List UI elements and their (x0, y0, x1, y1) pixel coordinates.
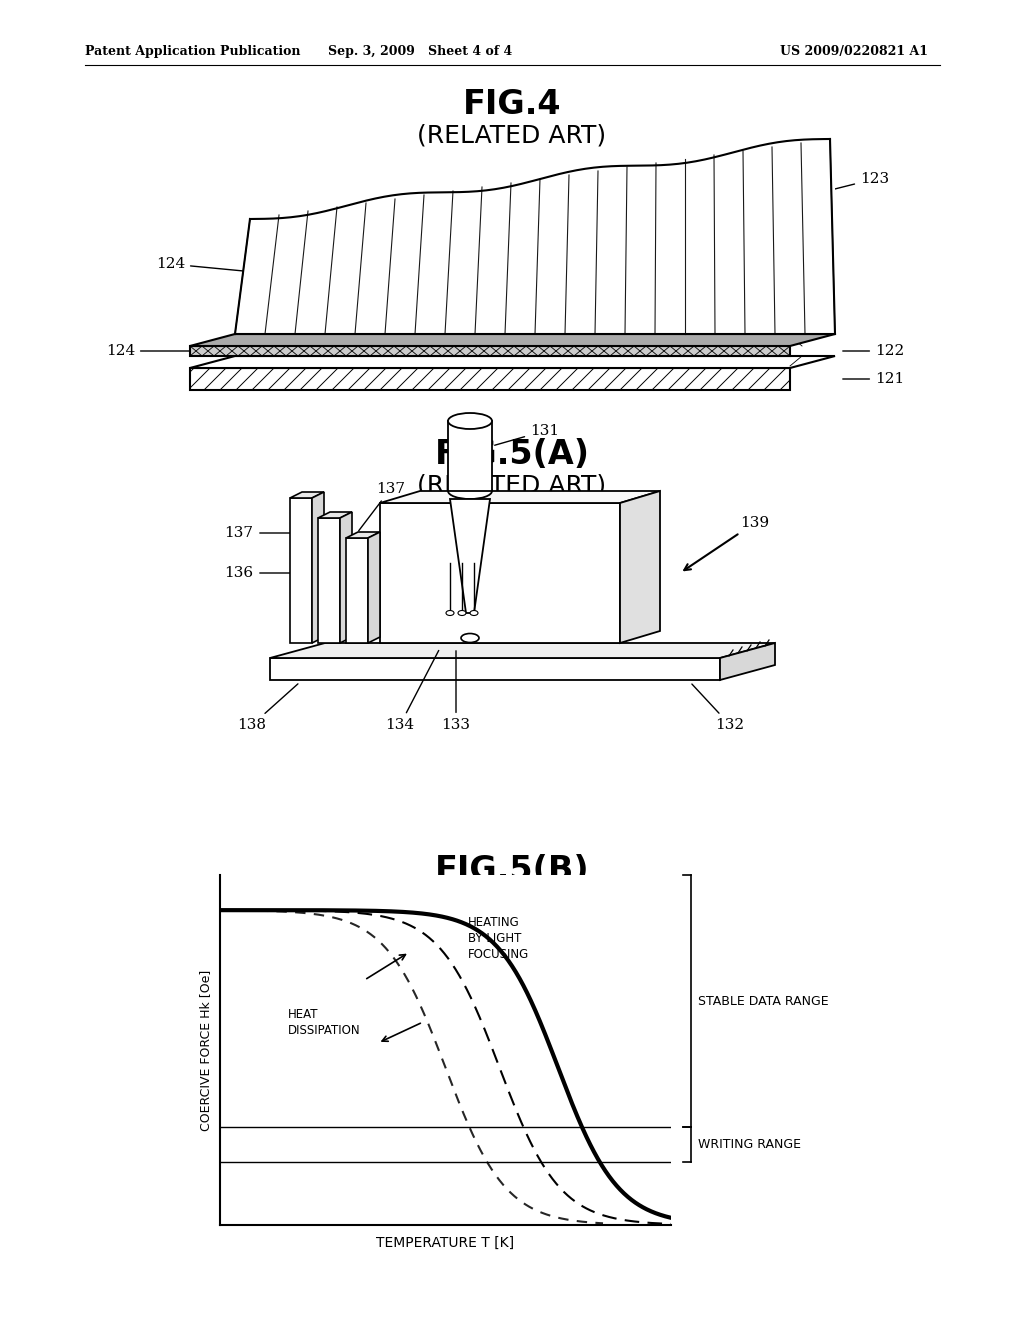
Text: (RELATED ART): (RELATED ART) (418, 888, 606, 912)
Polygon shape (234, 139, 835, 334)
Text: 133: 133 (441, 651, 470, 733)
Ellipse shape (470, 610, 478, 615)
Text: HEAT
DISSIPATION: HEAT DISSIPATION (288, 1007, 360, 1036)
Polygon shape (190, 346, 790, 356)
Polygon shape (346, 539, 368, 643)
Polygon shape (190, 356, 835, 368)
Text: 136: 136 (224, 566, 253, 579)
Polygon shape (620, 491, 660, 643)
Text: 122: 122 (843, 345, 904, 358)
Text: 139: 139 (684, 516, 769, 570)
Bar (449, 421, 492, 491)
Polygon shape (190, 334, 835, 346)
Text: FIG.5(B): FIG.5(B) (434, 854, 590, 887)
Text: (RELATED ART): (RELATED ART) (418, 123, 606, 147)
Text: FIG.4: FIG.4 (463, 88, 561, 121)
Text: 136: 136 (386, 510, 458, 531)
Text: 137: 137 (358, 482, 406, 531)
Text: US 2009/0220821 A1: US 2009/0220821 A1 (780, 45, 928, 58)
Polygon shape (346, 532, 380, 539)
Polygon shape (380, 503, 620, 643)
Y-axis label: COERCIVE FORCE Hk [Oe]: COERCIVE FORCE Hk [Oe] (199, 969, 212, 1131)
Polygon shape (190, 368, 790, 389)
Polygon shape (312, 492, 324, 643)
Text: Patent Application Publication: Patent Application Publication (85, 45, 300, 58)
Text: 134: 134 (385, 651, 438, 733)
Ellipse shape (449, 413, 492, 429)
Text: STABLE DATA RANGE: STABLE DATA RANGE (697, 994, 828, 1007)
Text: 132: 132 (692, 684, 744, 733)
Polygon shape (340, 512, 352, 643)
Polygon shape (380, 491, 660, 503)
Polygon shape (290, 492, 324, 498)
Text: 124: 124 (156, 257, 272, 273)
Text: 131: 131 (495, 424, 559, 445)
X-axis label: TEMPERATURE T [K]: TEMPERATURE T [K] (377, 1236, 514, 1250)
Ellipse shape (458, 610, 466, 615)
Text: 124: 124 (105, 345, 207, 358)
Text: WRITING RANGE: WRITING RANGE (697, 1138, 801, 1151)
Polygon shape (318, 512, 352, 517)
Polygon shape (720, 643, 775, 680)
Polygon shape (318, 517, 340, 643)
Text: FIG.5(A): FIG.5(A) (434, 438, 590, 471)
Ellipse shape (461, 634, 479, 643)
Text: 138: 138 (238, 684, 298, 733)
Polygon shape (270, 657, 720, 680)
Ellipse shape (449, 483, 492, 499)
Text: (RELATED ART): (RELATED ART) (418, 473, 606, 498)
Polygon shape (368, 532, 380, 643)
Text: 123: 123 (798, 172, 889, 198)
Polygon shape (290, 498, 312, 643)
Polygon shape (270, 643, 775, 657)
Text: HEATING
BY LIGHT
FOCUSING: HEATING BY LIGHT FOCUSING (468, 916, 529, 961)
Text: 137: 137 (224, 525, 253, 540)
Ellipse shape (446, 610, 454, 615)
Polygon shape (450, 499, 490, 612)
Text: Sep. 3, 2009   Sheet 4 of 4: Sep. 3, 2009 Sheet 4 of 4 (328, 45, 512, 58)
Text: 121: 121 (843, 372, 904, 385)
